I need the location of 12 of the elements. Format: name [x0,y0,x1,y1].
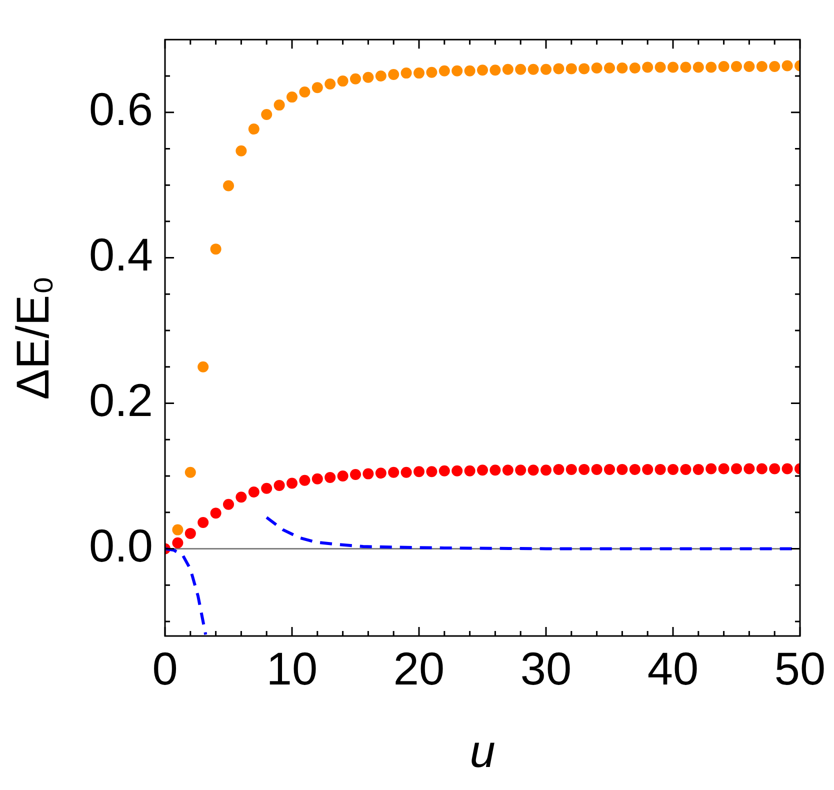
x-tick-label: 30 [520,642,572,694]
x-axis-title: u [470,725,496,778]
x-tick-label: 10 [266,642,318,694]
y-tick-label: 0.2 [89,374,153,426]
y-axis-title: ΔE/E₀ [6,276,58,400]
y-tick-label: 0.4 [89,228,153,280]
x-tick-label: 20 [393,642,445,694]
x-tick-label: 50 [774,642,826,694]
y-tick-label: 0.6 [89,83,153,136]
x-tick-label: 40 [647,642,699,694]
y-tick-label: 0.0 [89,519,153,572]
x-tick-label: 0 [152,642,178,694]
